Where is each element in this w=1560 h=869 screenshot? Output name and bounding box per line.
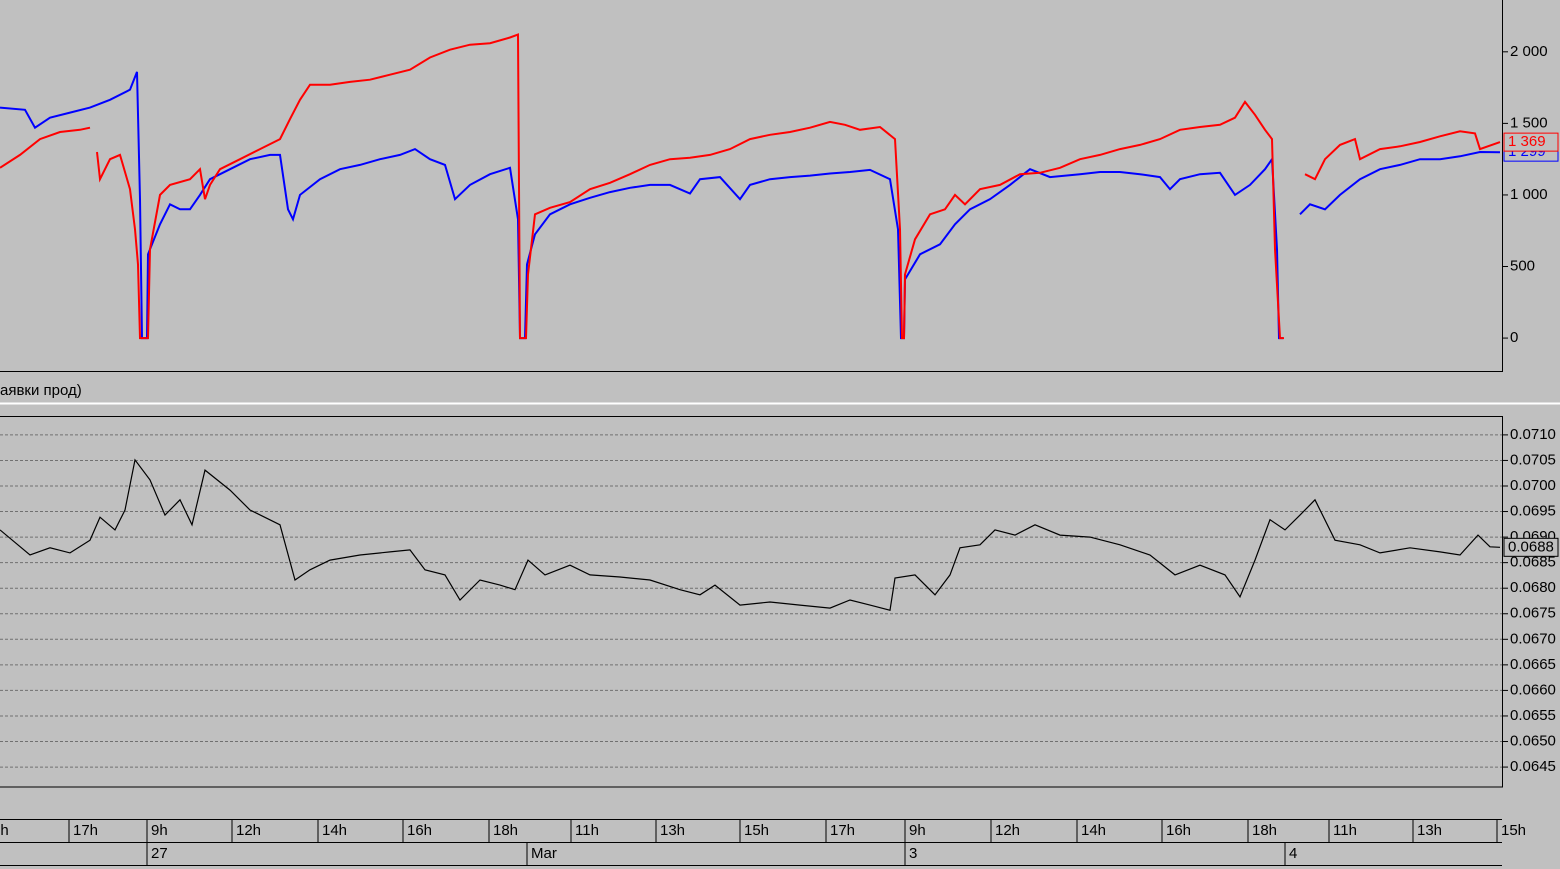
y-tick-label: 0.0700 xyxy=(1510,477,1556,494)
x-tick-label: 16h xyxy=(407,822,432,839)
y-tick-label: 0.0680 xyxy=(1510,579,1556,596)
x-tick-label: 15h xyxy=(744,822,769,839)
data-line xyxy=(0,33,1501,340)
date-tick-label: 3 xyxy=(909,845,917,862)
y-tick-label: 0.0645 xyxy=(1510,758,1556,775)
y-tick-label: 0.0685 xyxy=(1510,554,1556,571)
x-tick-label: 17h xyxy=(73,822,98,839)
date-tick-label: 27 xyxy=(151,845,168,862)
panel-border xyxy=(0,416,1503,788)
panel-title: аявки прод) xyxy=(0,382,82,399)
x-tick-label: 9h xyxy=(909,822,926,839)
last-value-box xyxy=(1503,537,1559,557)
x-tick-label: 18h xyxy=(493,822,518,839)
x-tick-label: 12h xyxy=(995,822,1020,839)
y-tick-label: 0 xyxy=(1510,329,1518,346)
x-tick-label: 13h xyxy=(1417,822,1442,839)
x-tick-label: 11h xyxy=(575,822,599,839)
y-tick-label: 0.0670 xyxy=(1510,630,1556,647)
x-tick-label: 12h xyxy=(236,822,261,839)
x-tick-label: 18h xyxy=(1252,822,1277,839)
date-tick-label: 4 xyxy=(1289,845,1297,862)
y-tick-label: 0.0705 xyxy=(1510,451,1556,468)
x-tick-label: 5h xyxy=(0,822,9,839)
x-tick-label: 17h xyxy=(830,822,855,839)
y-tick-label: 0.0650 xyxy=(1510,732,1556,749)
x-tick-label: 14h xyxy=(1081,822,1106,839)
y-tick-label: 1 000 xyxy=(1510,186,1548,203)
x-tick-label: 13h xyxy=(660,822,685,839)
x-tick-label: 16h xyxy=(1166,822,1191,839)
date-tick-label: Mar xyxy=(531,845,557,862)
data-line xyxy=(0,71,1501,340)
y-tick-label: 0.0710 xyxy=(1510,426,1556,443)
x-tick-label: 14h xyxy=(322,822,347,839)
y-tick-label: 1 500 xyxy=(1510,114,1548,131)
y-tick-label: 0.0660 xyxy=(1510,681,1556,698)
y-tick-label: 0.0665 xyxy=(1510,656,1556,673)
last-value-label: 1 369 xyxy=(1508,133,1546,150)
y-tick-label: 500 xyxy=(1510,257,1535,274)
last-value-box xyxy=(1503,132,1559,152)
y-tick-label: 0.0695 xyxy=(1510,503,1556,520)
y-tick-label: 0.0675 xyxy=(1510,605,1556,622)
x-tick-label: 9h xyxy=(151,822,168,839)
x-tick-label: 11h xyxy=(1333,822,1357,839)
last-value-label: 0.0688 xyxy=(1508,538,1554,555)
y-tick-label: 0.0655 xyxy=(1510,707,1556,724)
x-tick-label: 15h xyxy=(1501,822,1526,839)
data-line xyxy=(0,458,1501,611)
y-tick-label: 2 000 xyxy=(1510,43,1548,60)
